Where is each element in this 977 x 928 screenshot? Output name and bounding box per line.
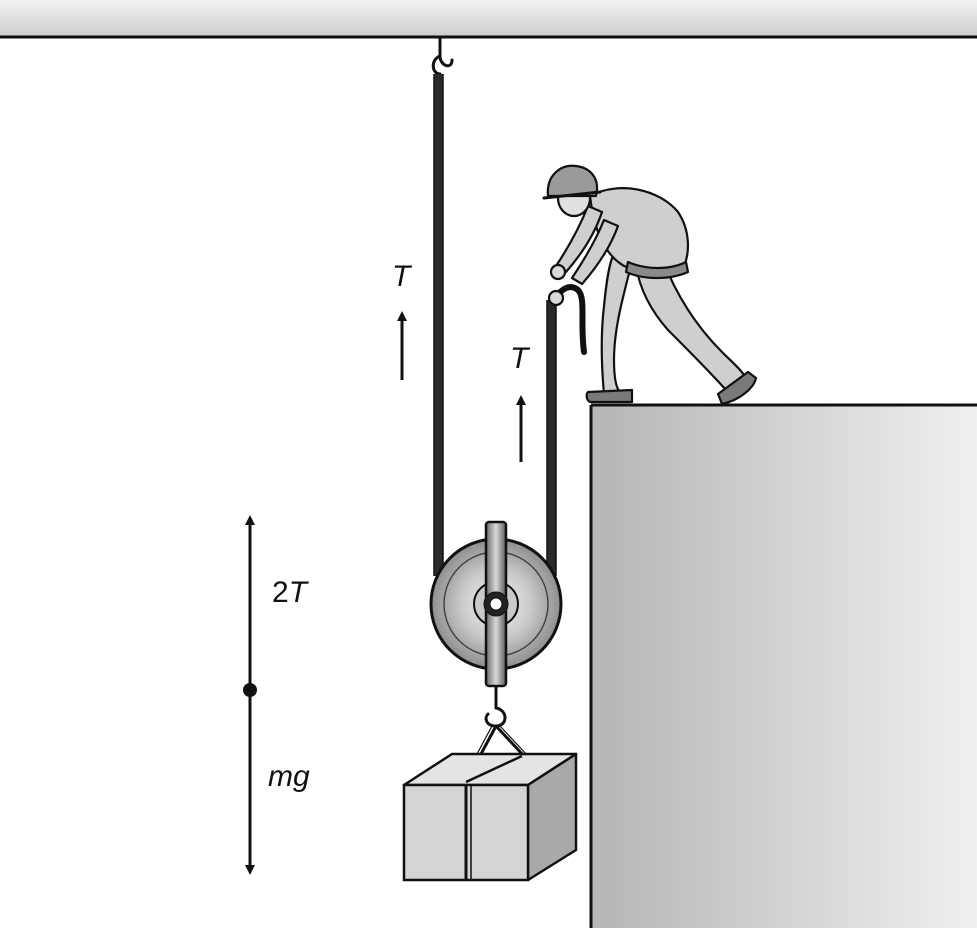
free-body-diagram — [243, 515, 257, 875]
tension-label-right: T — [510, 342, 529, 375]
upward-force-coefficient: 2 — [272, 576, 289, 609]
weight-label: mg — [268, 760, 310, 793]
right-rope — [546, 300, 557, 576]
load-box — [402, 752, 578, 882]
left-rope — [433, 74, 444, 576]
pulley-strap — [483, 520, 509, 688]
ceiling — [0, 0, 977, 39]
upward-force-label: 2T — [272, 578, 307, 608]
free-body-point — [243, 683, 257, 697]
cliff-wall — [589, 403, 977, 928]
ceiling-hook — [431, 36, 454, 76]
upward-force-symbol: T — [288, 576, 308, 609]
tension-label-left: T — [392, 260, 411, 293]
person — [542, 164, 758, 406]
